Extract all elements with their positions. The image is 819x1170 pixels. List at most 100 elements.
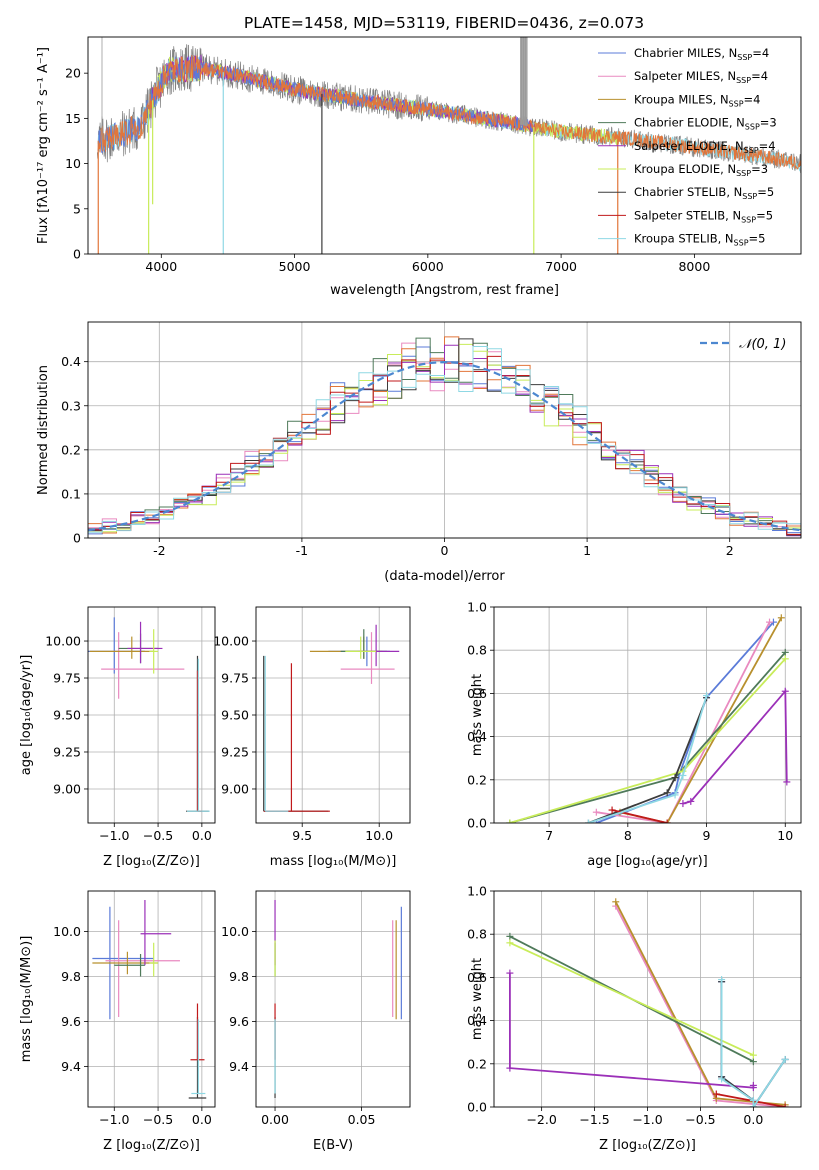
normal-curve-line xyxy=(88,360,801,532)
x-tick-label: −0.5 xyxy=(685,1112,715,1127)
errorbar-point xyxy=(340,629,387,659)
age-vs-mass-panel: 9.5 10.0 9.00 9.25 9.50 9.75 10.00 mass [log₁₀(… xyxy=(213,606,411,869)
x-tick-label: 1 xyxy=(583,543,591,558)
x-tick-label: 0.05 xyxy=(348,1112,376,1127)
x-axis-label: (data-model)/error xyxy=(384,569,505,584)
y-tick-label: 0 xyxy=(73,247,81,262)
x-tick-label: −1.0 xyxy=(99,1112,129,1127)
errorbar-point xyxy=(140,900,172,966)
legend-label-main: Salpeter MILES, N xyxy=(634,69,736,83)
x-tick-label: −0.5 xyxy=(143,1112,173,1127)
x-tick-label: 6000 xyxy=(412,259,444,274)
data-point-marker xyxy=(749,1081,757,1089)
y-tick-label: 9.25 xyxy=(221,744,249,759)
legend-label: 𝒩(0, 1) xyxy=(739,337,786,352)
data-point-marker xyxy=(612,898,620,906)
legend-label: Chabrier ELODIE, NSSP=3 xyxy=(634,116,777,132)
errorbar-point xyxy=(190,1003,205,1061)
series-line xyxy=(596,621,771,823)
legend-label-sub: SSP xyxy=(736,169,751,178)
y-axis-label: Normed distribution xyxy=(36,365,51,495)
line-series xyxy=(506,898,789,1107)
y-axis-label: mass weight xyxy=(470,958,485,1040)
x-tick-label: -1 xyxy=(296,543,308,558)
legend-label: Chabrier MILES, NSSP=4 xyxy=(634,46,769,62)
data-point-marker xyxy=(592,808,600,816)
legend-label: Salpeter MILES, NSSP=4 xyxy=(634,69,768,85)
legend-label-sub: SSP xyxy=(742,192,757,201)
y-tick-label: 10.00 xyxy=(213,634,249,649)
hist-series xyxy=(88,336,801,537)
y-tick-label: 0.4 xyxy=(61,354,81,369)
series-line xyxy=(588,697,708,823)
legend-label-main: Chabrier STELIB, N xyxy=(634,185,742,199)
data-point-marker xyxy=(781,1103,789,1107)
line-series xyxy=(506,614,791,823)
legend-label: Kroupa ELODIE, NSSP=3 xyxy=(634,162,768,178)
x-tick-label: 0.0 xyxy=(192,1112,212,1127)
legend-label: Kroupa MILES, NSSP=4 xyxy=(634,92,760,108)
data-point-marker xyxy=(584,819,592,823)
y-tick-label: 9.00 xyxy=(221,781,249,796)
y-tick-label: 0.6 xyxy=(467,970,487,985)
data-point-marker xyxy=(679,800,687,808)
x-axis-label: Z [log₁₀(Z/Z⊙)] xyxy=(103,1138,200,1153)
y-tick-label: 0.3 xyxy=(61,398,81,413)
errorbar-series xyxy=(92,900,207,1099)
axes-frame xyxy=(87,321,802,539)
y-tick-label: 9.50 xyxy=(221,708,249,723)
y-tick-label: 0.4 xyxy=(467,729,487,744)
errorbar-point xyxy=(149,629,159,674)
mass-vs-EBV-panel: 0.00 0.05 9.4 9.6 9.8 10.0 E(B-V) xyxy=(221,890,411,1153)
errorbar-point xyxy=(101,632,185,699)
age-vs-Z-panel: −1.0 −0.5 0.0 9.00 9.25 9.50 9.75 10.00 Z [log₁₀… xyxy=(19,606,216,869)
data-point-marker xyxy=(781,687,789,695)
y-tick-label: 0 xyxy=(73,531,81,546)
errorbar-point xyxy=(191,1019,206,1095)
histogram-step-line xyxy=(88,346,801,537)
y-tick-label: 10.0 xyxy=(221,924,249,939)
axes-frame xyxy=(255,890,411,1108)
y-tick-label: 0.2 xyxy=(467,772,487,787)
data-point-marker xyxy=(749,1097,757,1105)
y-tick-label: 9.6 xyxy=(61,1014,81,1029)
axes-frame xyxy=(87,606,216,824)
y-tick-label: 9.4 xyxy=(61,1059,81,1074)
legend-label-sub: SSP xyxy=(744,146,759,155)
x-axis-label: Z [log₁₀(Z/Z⊙)] xyxy=(599,1138,696,1153)
x-tick-label: −0.5 xyxy=(143,828,173,843)
mass-vs-Z-panel: −1.0 −0.5 0.0 9.4 9.6 9.8 10.0 Z [log₁₀(Z/Z⊙)] m… xyxy=(19,890,216,1153)
spectrum-panel: 4000 5000 6000 7000 8000 0 5 10 15 20 wavelength [… xyxy=(36,36,802,298)
y-axis-label: age [log₁₀(age/yr)] xyxy=(19,655,34,776)
legend-label-suffix: =4 xyxy=(751,69,768,83)
data-point-marker xyxy=(671,774,679,782)
x-tick-label: −1.0 xyxy=(99,828,129,843)
x-tick-label: 9 xyxy=(703,828,711,843)
data-point-marker xyxy=(749,1058,757,1066)
data-point-marker xyxy=(718,976,726,984)
x-tick-label: -2 xyxy=(153,543,165,558)
x-axis-label: Z [log₁₀(Z/Z⊙)] xyxy=(103,854,200,869)
legend-label-suffix: =4 xyxy=(759,139,776,153)
x-axis-label: age [log₁₀(age/yr)] xyxy=(587,854,708,869)
errorbar-point xyxy=(263,655,329,812)
errorbar-point xyxy=(114,954,145,977)
errorbar-series xyxy=(263,624,400,812)
x-axis-label: wavelength [Angstrom, rest frame] xyxy=(330,283,559,298)
residual-hist-panel: -2 -1 0 1 2 0 0.1 0.2 0.3 0.4 (data-model)/error No… xyxy=(36,321,802,584)
y-tick-label: 9.00 xyxy=(53,781,81,796)
data-point-marker xyxy=(749,1103,757,1107)
y-tick-label: 0.2 xyxy=(467,1056,487,1071)
legend-label: Salpeter ELODIE, NSSP=4 xyxy=(634,139,776,155)
massweight-vs-age-panel: 7 8 9 10 0.0 0.2 0.4 0.6 0.8 1.0 age [log₁₀(age/yr… xyxy=(467,600,802,869)
y-tick-label: 1.0 xyxy=(467,884,487,899)
data-point-marker xyxy=(506,969,514,977)
data-point-marker xyxy=(783,778,791,786)
y-tick-label: 5 xyxy=(73,201,81,216)
axes-frame xyxy=(493,606,802,824)
x-tick-label: 8 xyxy=(624,828,632,843)
data-point-marker xyxy=(687,797,695,805)
legend-label-sub: SSP xyxy=(737,53,752,62)
y-tick-label: 1.0 xyxy=(467,600,487,615)
x-tick-label: 0.00 xyxy=(261,1112,289,1127)
